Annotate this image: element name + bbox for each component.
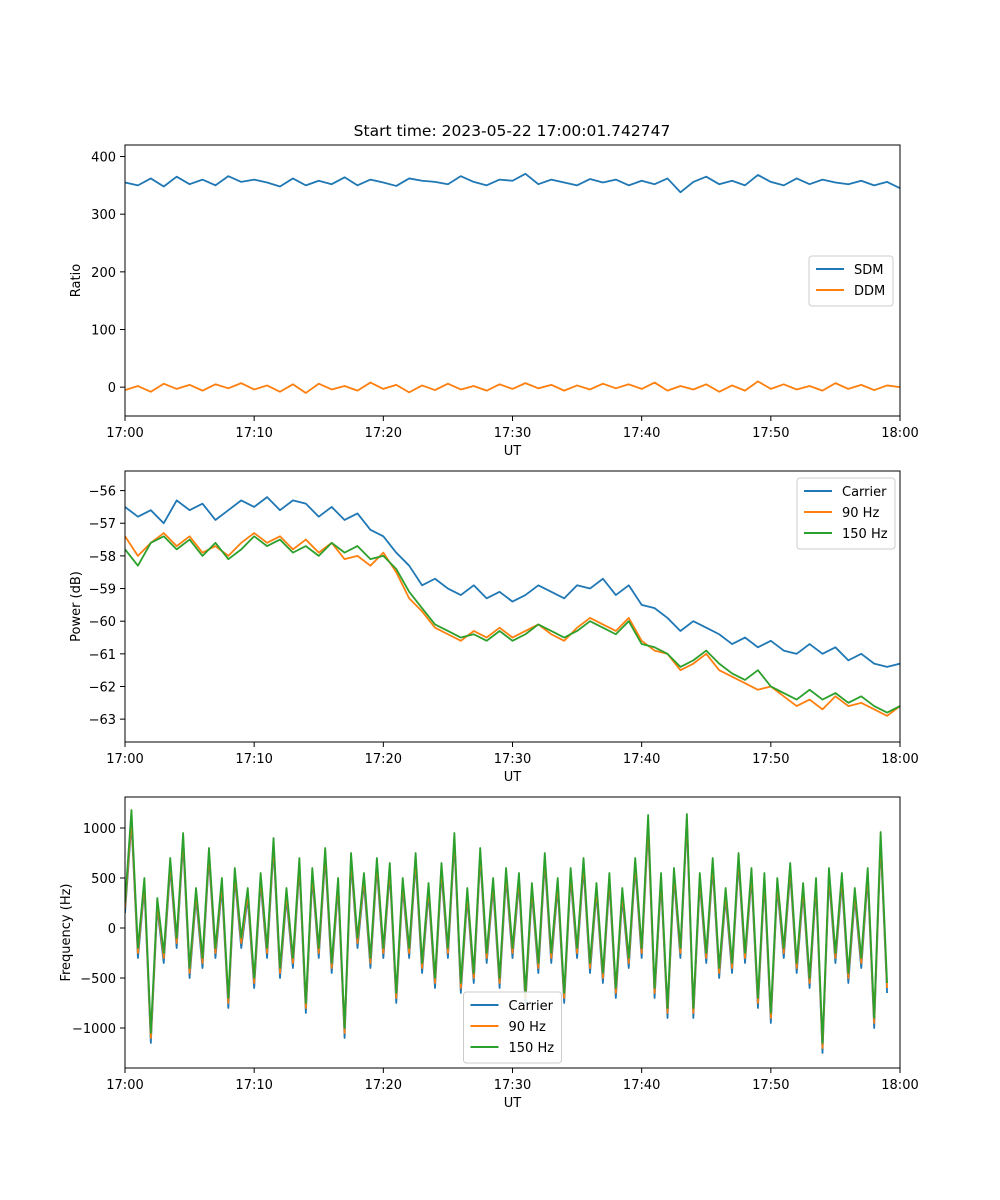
x-tick-label: 17:50 — [752, 752, 789, 767]
x-tick-label: 17:00 — [106, 1078, 143, 1093]
y-tick-label: −59 — [89, 583, 116, 598]
y-axis-label: Ratio — [69, 264, 84, 297]
series-line-ddm — [125, 380, 900, 394]
x-tick-label: 17:50 — [752, 426, 789, 441]
x-tick-label: 17:50 — [752, 1078, 789, 1093]
y-tick-label: 200 — [91, 266, 116, 281]
x-tick-label: 17:30 — [494, 1078, 531, 1093]
y-tick-label: −63 — [89, 713, 116, 728]
x-tick-label: 17:20 — [365, 752, 402, 767]
legend-label: 90 Hz — [509, 1020, 546, 1035]
y-tick-label: −500 — [80, 972, 116, 987]
x-tick-label: 18:00 — [881, 752, 918, 767]
legend-label: 90 Hz — [842, 506, 879, 521]
legend-label: SDM — [854, 263, 883, 278]
series-line-sdm — [125, 172, 900, 194]
y-tick-label: −60 — [89, 615, 116, 630]
legend-label: 150 Hz — [509, 1041, 555, 1056]
x-axis-label: UT — [504, 1096, 522, 1111]
x-axis-label: UT — [504, 770, 522, 785]
x-tick-label: 17:00 — [106, 752, 143, 767]
legend: Carrier 90 Hz 150 Hz — [796, 477, 896, 550]
y-tick-label: −61 — [89, 648, 116, 663]
legend: Carrier 90 Hz 150 Hz — [463, 991, 562, 1064]
x-tick-label: 17:40 — [623, 426, 660, 441]
y-tick-label: −1000 — [72, 1022, 116, 1037]
legend-box — [796, 477, 896, 550]
y-tick-label: −56 — [89, 485, 116, 500]
axes-panel-2: 17:00 17:10 17:20 17:30 17:40 17:50 18:00 −56 −5… — [69, 470, 919, 785]
legend-box — [463, 991, 562, 1064]
x-tick-label: 17:20 — [365, 1078, 402, 1093]
x-tick-label: 18:00 — [881, 426, 918, 441]
x-tick-label: 17:10 — [235, 752, 272, 767]
y-tick-label: −57 — [89, 517, 116, 532]
y-tick-label: 1000 — [83, 822, 116, 837]
x-tick-label: 17:10 — [235, 426, 272, 441]
x-tick-label: 17:40 — [623, 1078, 660, 1093]
series-line-150-hz — [125, 535, 900, 714]
y-tick-label: 300 — [91, 208, 116, 223]
y-tick-label: 0 — [108, 922, 116, 937]
y-tick-label: −58 — [89, 550, 116, 565]
y-tick-label: −62 — [89, 680, 116, 695]
y-axis-label: Frequency (Hz) — [59, 883, 74, 981]
legend-label: 150 Hz — [842, 527, 888, 542]
series-line-carrier — [125, 496, 900, 668]
x-tick-label: 17:10 — [235, 1078, 272, 1093]
y-tick-label: 500 — [91, 872, 116, 887]
chart-title: Start time: 2023-05-22 17:00:01.742747 — [354, 122, 671, 140]
x-tick-label: 18:00 — [881, 1078, 918, 1093]
series-line-150-hz — [125, 809, 888, 1044]
y-axis-label: Power (dB) — [69, 571, 84, 642]
x-tick-label: 17:30 — [494, 752, 531, 767]
legend-label: Carrier — [509, 999, 554, 1014]
y-tick-label: 100 — [91, 324, 116, 339]
legend-label: DDM — [854, 284, 885, 299]
axes-panel-3: 17:00 17:10 17:20 17:30 17:40 17:50 18:00 1000 5… — [59, 796, 919, 1111]
y-tick-label: 400 — [91, 151, 116, 166]
legend-label: Carrier — [842, 485, 887, 500]
legend: SDM DDM — [808, 255, 894, 307]
y-tick-label: 0 — [108, 381, 116, 396]
axes-panel-1: 17:00 17:10 17:20 17:30 17:40 17:50 18:00 0 100 2… — [69, 144, 919, 459]
x-axis-label: UT — [504, 444, 522, 459]
x-tick-label: 17:30 — [494, 426, 531, 441]
x-tick-label: 17:40 — [623, 752, 660, 767]
x-tick-label: 17:20 — [365, 426, 402, 441]
x-tick-label: 17:00 — [106, 426, 143, 441]
